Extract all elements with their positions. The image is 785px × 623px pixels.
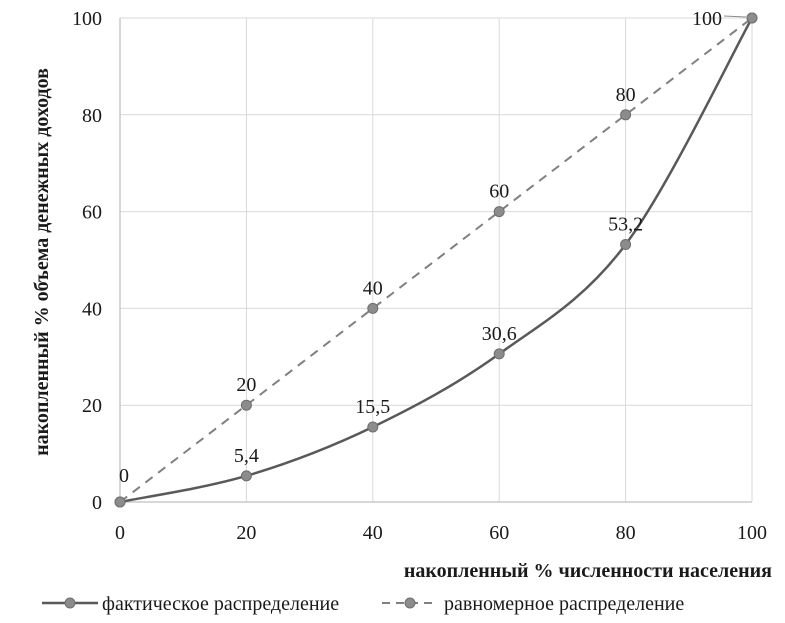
data-label-series-0-5: 100 [692, 8, 722, 30]
legend-item-actual: фактическое распределение [42, 593, 339, 615]
legend-label-actual: фактическое распределение [102, 593, 339, 615]
y-tick-label-3: 60 [82, 202, 102, 224]
series-0-point-1 [240, 470, 252, 482]
x-axis-title: накопленный % численности населения [404, 560, 772, 582]
data-label-series-0-2: 15,5 [355, 396, 390, 418]
axis-ticks: 0 20 40 60 80 100 0 20 40 60 80 100 [72, 8, 767, 544]
data-label-series-0-4: 53,2 [608, 214, 643, 236]
series-1-point-2 [367, 302, 379, 314]
x-tick-label-5: 100 [737, 522, 767, 544]
series-0-point-3 [493, 348, 505, 360]
data-label-series-1-1: 20 [236, 374, 256, 396]
x-tick-label-1: 20 [236, 522, 256, 544]
grid-lines [119, 17, 753, 503]
series-line-1 [119, 17, 753, 503]
x-tick-label-4: 80 [616, 522, 636, 544]
legend-label-uniform: равномерное распределение [444, 593, 684, 615]
series-1-point-4 [620, 109, 632, 121]
x-tick-label-2: 40 [363, 522, 383, 544]
data-label-series-1-3: 60 [489, 181, 509, 203]
series-lines [119, 17, 754, 504]
y-tick-label-5: 100 [72, 8, 102, 30]
data-label-series-0-0: 0 [119, 465, 129, 487]
x-tick-label-0: 0 [115, 522, 125, 544]
data-labels: 0 5,4 15,5 30,6 53,2 100 20 40 60 80 [119, 8, 747, 487]
series-0-point-0 [114, 496, 126, 508]
data-label-leader-100 [723, 15, 747, 18]
y-tick-label-2: 40 [82, 298, 102, 320]
data-label-series-0-1: 5,4 [234, 445, 259, 467]
legend: фактическое распределение равномерное ра… [42, 593, 684, 615]
series-0-point-5 [746, 12, 758, 24]
data-label-series-1-4: 80 [616, 84, 636, 106]
data-label-series-0-3: 30,6 [482, 323, 517, 345]
series-markers [114, 12, 758, 508]
y-tick-label-4: 80 [82, 105, 102, 127]
data-label-series-1-2: 40 [363, 277, 383, 299]
series-1-point-1 [240, 399, 252, 411]
x-tick-label-3: 60 [489, 522, 509, 544]
series-0-point-4 [620, 239, 632, 251]
series-1-point-3 [493, 206, 505, 218]
y-axis-title: накопленный % объема денежных доходов [31, 68, 53, 456]
legend-item-uniform: равномерное распределение [382, 593, 684, 615]
legend-marker-uniform [404, 597, 416, 609]
series-0-point-2 [367, 421, 379, 433]
y-tick-label-0: 0 [92, 492, 102, 514]
legend-marker-actual [64, 597, 76, 609]
y-tick-label-1: 20 [82, 395, 102, 417]
